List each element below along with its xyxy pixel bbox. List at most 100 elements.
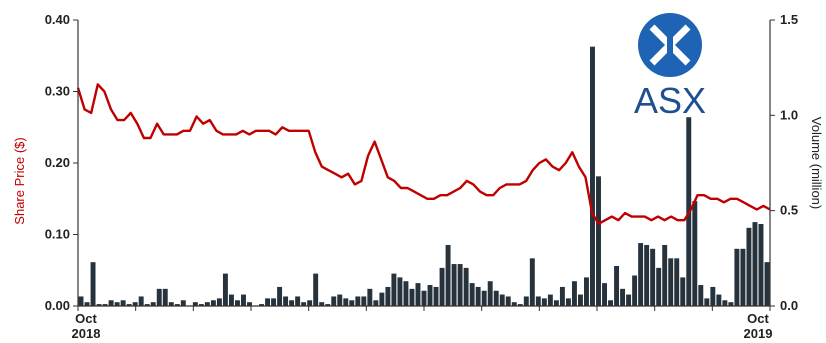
right-tick-label: 0.5 [780,203,798,218]
right-tick-label: 1.5 [780,12,798,27]
volume-bar [650,248,656,306]
volume-bar [367,288,373,306]
volume-bar [674,258,680,306]
right-axis-title: Volume (million) [809,117,824,209]
volume-bar [475,286,481,306]
volume-bar [704,298,710,306]
volume-bar [638,243,644,306]
volume-bar [764,262,770,306]
volume-bar [608,300,614,306]
volume-bar [553,300,559,306]
volume-bar [132,302,138,306]
volume-bar [421,290,427,306]
volume-bar [523,296,529,306]
volume-bar [614,265,620,306]
volume-bar [313,273,319,306]
x-tick-label-year: 2018 [72,326,101,341]
volume-bar [222,273,228,306]
volume-bar [307,300,313,306]
volume-bar [620,288,626,306]
volume-bar [517,304,523,306]
x-tick-label-month: Oct [747,311,769,326]
volume-bar [463,267,469,306]
left-tick-label: 0.20 [45,155,70,170]
volume-bar [571,281,577,306]
left-axis-title: Share Price ($) [12,137,27,224]
volume-bar [204,302,210,306]
volume-bar [391,273,397,306]
volume-bar [156,288,162,306]
left-tick-label: 0.30 [45,84,70,99]
volume-bar [114,302,120,306]
volume-bar [656,267,662,306]
volume-bar [192,302,198,306]
volume-bar [602,283,607,306]
volume-bar [710,286,716,306]
volume-bar [259,304,264,306]
volume-bar [174,304,180,306]
volume-bar [289,300,295,306]
volume-bar [493,290,499,306]
volume-bar [90,262,96,306]
volume-bar [319,302,325,306]
volume-bar [198,304,204,306]
volume-bar [505,296,511,306]
volume-bar [283,296,289,306]
volume-bar [343,298,349,306]
volume-bar [397,277,403,306]
volume-bar [295,296,301,306]
volume-bar [301,302,307,306]
volume-bar [740,248,746,306]
volume-bar [102,304,108,306]
volume-bar [590,46,595,307]
volume-bar [138,296,144,306]
volume-bar [415,283,421,306]
volume-bar [108,300,114,306]
asx-logo-gap [667,23,673,67]
volume-bar [529,258,535,306]
volume-bar [96,304,102,306]
volume-bar [584,277,589,306]
volume-bar [541,298,547,306]
volume-bar [728,302,734,306]
volume-bar [385,286,391,306]
volume-bar [162,288,168,306]
volume-bar [409,288,415,306]
left-tick-label: 0.00 [45,298,70,313]
volume-bar [126,304,132,306]
volume-bar [355,296,361,306]
volume-bar [716,294,722,306]
asx-logo: ASX [634,13,706,121]
share-price-series [76,83,771,226]
volume-bar [379,292,385,306]
volume-bar [210,300,216,306]
volume-bar [692,201,698,306]
volume-bar [752,222,758,306]
volume-bar [265,298,271,306]
volume-bar [547,294,553,306]
volume-bar [565,298,571,306]
volume-bar [734,248,740,306]
volume-bar [403,281,409,306]
volume-bar [277,286,283,306]
volume-bar [535,296,541,306]
left-tick-label: 0.10 [45,227,70,242]
volume-bar [481,290,487,306]
volume-bar [427,285,433,306]
volume-bar [271,298,277,306]
volume-bar [241,294,246,306]
volume-bar [577,294,583,306]
volume-bar [180,300,186,306]
volume-bar [228,294,234,306]
volume-bar [596,176,601,306]
volume-bar [511,302,517,306]
volume-bar [698,285,704,306]
volume-bar [457,264,463,306]
volume-bar [722,300,728,306]
volume-bar [150,302,156,306]
volume-bar [361,296,367,306]
volume-bar [758,224,764,306]
volume-bar [439,267,445,306]
left-tick-label: 0.40 [45,12,70,27]
